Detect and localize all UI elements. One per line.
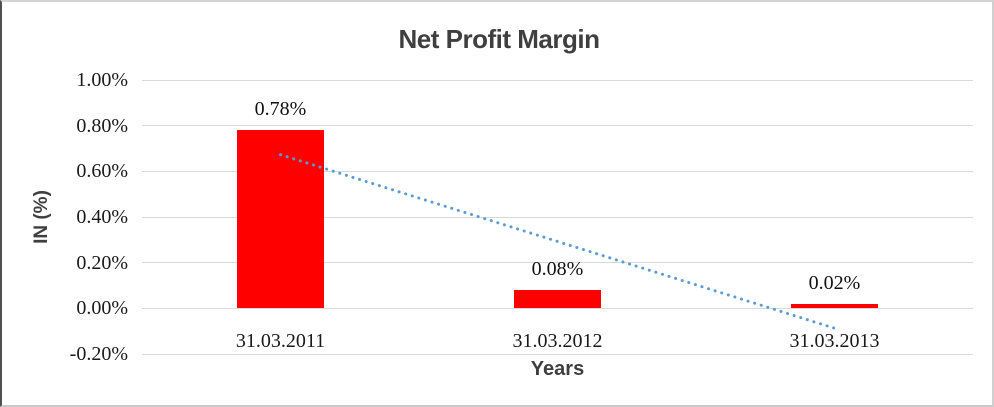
x-axis-tick-label: 31.03.2013 bbox=[789, 330, 880, 353]
gridline bbox=[142, 216, 973, 218]
x-axis-tick-label: 31.03.2011 bbox=[235, 330, 326, 353]
gridline bbox=[142, 307, 973, 309]
gridline bbox=[142, 262, 973, 264]
bar-data-label: 0.08% bbox=[531, 258, 584, 281]
y-axis-tick-label: 0.00% bbox=[76, 297, 128, 320]
bar-data-label: 0.02% bbox=[808, 271, 861, 294]
x-axis-tick-label: 31.03.2012 bbox=[512, 330, 603, 353]
y-axis-tick-label: -0.20% bbox=[69, 343, 128, 365]
x-axis-title: Years bbox=[530, 358, 585, 380]
bar-data-label: 0.78% bbox=[254, 98, 307, 121]
y-axis-tick-label: 0.80% bbox=[76, 114, 128, 137]
y-axis-tick-label: 0.60% bbox=[76, 160, 128, 183]
trendline bbox=[279, 153, 836, 330]
bar bbox=[514, 290, 601, 309]
y-axis-tick-label: 1.00% bbox=[76, 69, 128, 91]
bar bbox=[237, 130, 324, 309]
y-axis-tick-label: 0.20% bbox=[76, 251, 128, 274]
gridline bbox=[142, 125, 973, 127]
gridline bbox=[142, 170, 973, 172]
gridline bbox=[142, 79, 973, 81]
trendline-svg bbox=[279, 153, 836, 330]
y-axis-tick-label: 0.40% bbox=[76, 206, 128, 228]
plot-area: 0.78% 31.03.2011 0.08% 31.03.2012 0.02% 31.03… bbox=[142, 79, 973, 355]
chart-title: Net Profit Margin bbox=[398, 24, 600, 54]
gridline bbox=[142, 353, 973, 355]
bar bbox=[791, 303, 878, 309]
